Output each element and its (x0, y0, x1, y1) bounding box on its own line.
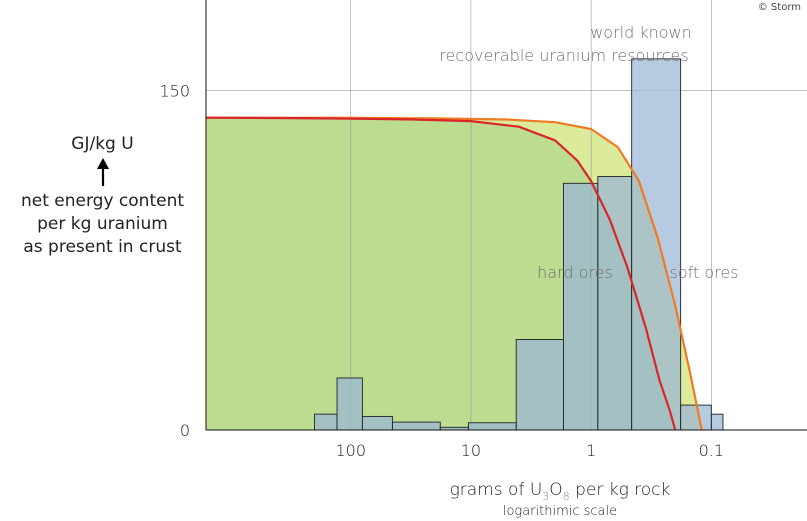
x-tick-label-100: 100 (335, 441, 366, 460)
y-description-line3: as present in crust (23, 237, 182, 257)
y-unit-label: GJ/kg U (71, 134, 134, 154)
x-axis-title: grams of U3O8 per kg rock (450, 480, 671, 503)
chart-labels: 100 10 1 0.1 0 150 world known recoverable uran… (159, 23, 738, 519)
energy-curves (205, 116, 703, 431)
histogram-bar-10 (631, 58, 682, 431)
x-tick-label-0.1: 0.1 (699, 441, 724, 460)
x-tick-label-1: 1 (586, 441, 596, 460)
histogram-bar-9 (597, 176, 633, 431)
soft-ores-curve (205, 116, 703, 431)
y-tick-label-150: 150 (159, 82, 190, 101)
y-description-line2: per kg uranium (37, 214, 168, 234)
histogram-bar-1 (314, 413, 338, 431)
hard-ores-label: hard ores (537, 263, 613, 282)
histogram-bar-2 (336, 377, 363, 431)
axes (205, 0, 807, 431)
x-tick-label-10: 10 (461, 441, 481, 460)
histogram-bar-11 (680, 404, 712, 431)
x-axis-note: logarithimic scale (503, 504, 617, 519)
histogram-bar-12 (710, 413, 724, 431)
hard-ores-curve (205, 116, 677, 431)
histogram-title-line1: world known (590, 23, 692, 42)
soft-ores-label: soft ores (669, 263, 738, 282)
y-description-line1: net energy content (20, 191, 185, 211)
histogram-bar-4 (391, 421, 441, 431)
histogram-bar-6 (467, 422, 517, 431)
y-tick-label-0: 0 (180, 421, 190, 440)
histogram-bar-3 (361, 415, 393, 431)
histogram-bar-7 (515, 339, 564, 431)
histogram-title-line2: recoverable uranium resources (439, 46, 688, 65)
histogram-bar-8 (562, 182, 599, 431)
copyright-credit: © Storm (757, 2, 801, 13)
up-arrow-icon (97, 158, 109, 186)
